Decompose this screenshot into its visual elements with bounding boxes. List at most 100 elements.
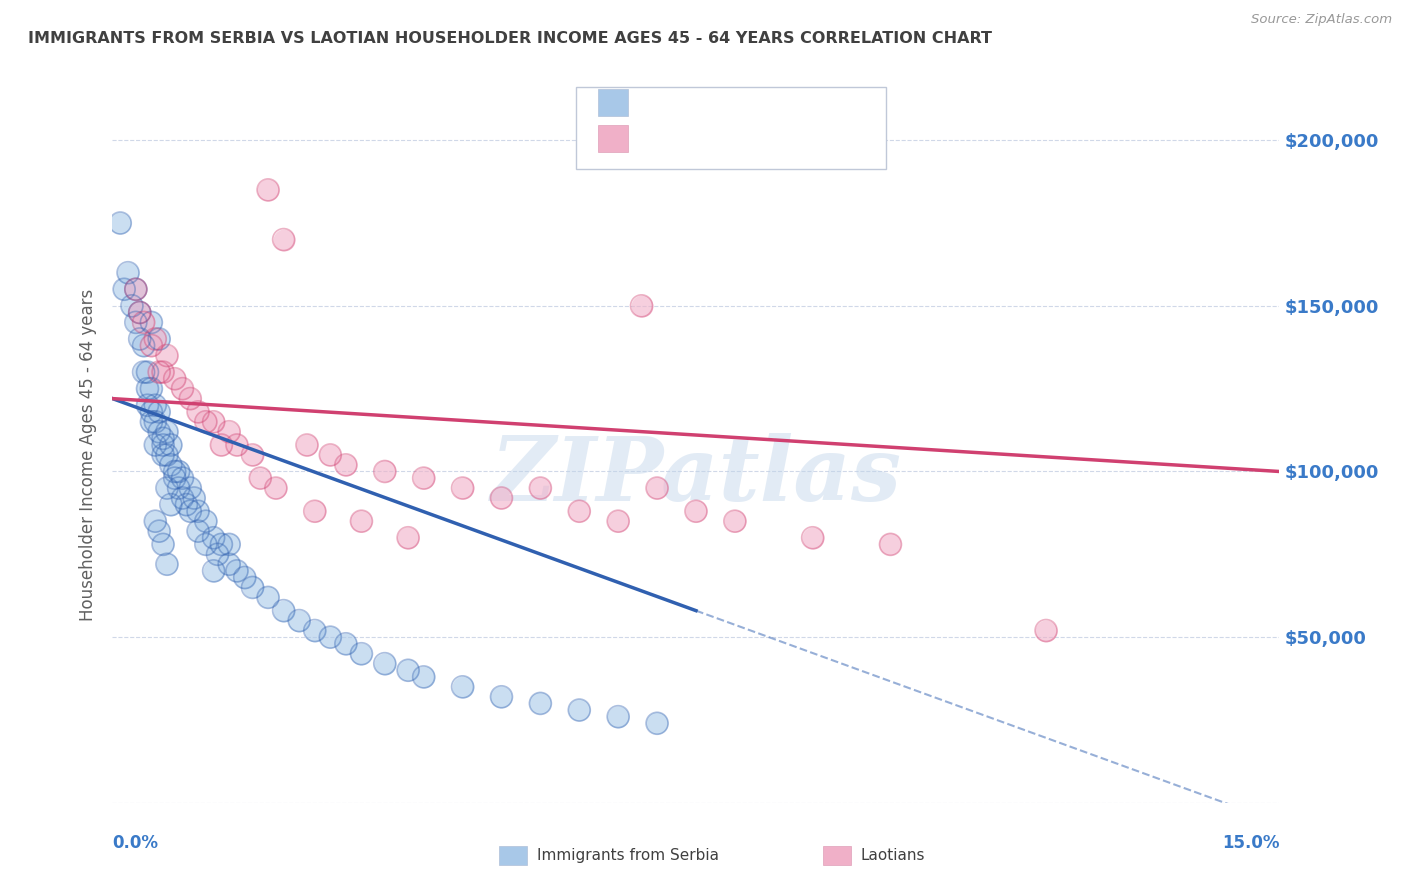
Point [194, 415, 217, 429]
Point [132, 315, 155, 329]
Point [172, 382, 194, 396]
Point [132, 365, 155, 379]
Point [630, 299, 652, 313]
Point [319, 448, 342, 462]
Point [273, 233, 295, 247]
Point [160, 498, 183, 512]
Point [879, 537, 901, 551]
Text: N =: N = [758, 130, 794, 148]
Point [242, 448, 264, 462]
Point [226, 564, 249, 578]
Point [350, 647, 373, 661]
Point [319, 448, 342, 462]
Point [152, 438, 174, 452]
Point [264, 481, 287, 495]
Point [645, 716, 668, 731]
Point [136, 382, 159, 396]
Point [141, 382, 163, 396]
Point [194, 537, 217, 551]
Point [187, 504, 209, 518]
Text: -0.388: -0.388 [673, 95, 727, 112]
Point [148, 405, 170, 419]
Point [112, 282, 135, 296]
Point [132, 365, 155, 379]
Point [491, 690, 513, 704]
Point [125, 282, 148, 296]
Point [132, 338, 155, 352]
Point [141, 415, 163, 429]
Point [295, 438, 318, 452]
Point [136, 365, 159, 379]
Point [202, 564, 225, 578]
Point [529, 697, 551, 711]
Point [128, 305, 150, 319]
Point [148, 524, 170, 538]
Point [257, 591, 280, 605]
Text: Laotians: Laotians [860, 848, 925, 863]
Point [879, 537, 901, 551]
Point [152, 431, 174, 445]
Point [202, 531, 225, 545]
Point [167, 465, 190, 479]
Point [136, 398, 159, 412]
Point [128, 305, 150, 319]
Point [141, 338, 163, 352]
Point [335, 458, 357, 472]
Point [645, 716, 668, 731]
Point [412, 670, 434, 684]
Point [141, 405, 163, 419]
Point [136, 365, 159, 379]
Point [167, 465, 190, 479]
Point [172, 491, 194, 505]
Text: IMMIGRANTS FROM SERBIA VS LAOTIAN HOUSEHOLDER INCOME AGES 45 - 64 YEARS CORRELAT: IMMIGRANTS FROM SERBIA VS LAOTIAN HOUSEH… [28, 31, 993, 46]
Point [207, 547, 229, 561]
Point [143, 438, 166, 452]
Point [179, 481, 201, 495]
Point [148, 332, 170, 346]
Point [156, 448, 179, 462]
Point [128, 305, 150, 319]
Point [288, 614, 311, 628]
Point [202, 564, 225, 578]
Point [163, 465, 186, 479]
Point [335, 637, 357, 651]
Point [645, 481, 668, 495]
Point [172, 382, 194, 396]
Point [350, 647, 373, 661]
Point [218, 537, 240, 551]
Point [1035, 624, 1057, 638]
Text: 15.0%: 15.0% [1222, 834, 1279, 852]
Point [179, 392, 201, 406]
Point [152, 365, 174, 379]
Point [148, 365, 170, 379]
Point [242, 581, 264, 595]
Point [396, 531, 419, 545]
Point [143, 332, 166, 346]
Point [143, 332, 166, 346]
Point [152, 431, 174, 445]
Point [160, 498, 183, 512]
Point [163, 465, 186, 479]
Point [194, 415, 217, 429]
Point [152, 438, 174, 452]
Point [396, 663, 419, 677]
Point [125, 315, 148, 329]
Point [412, 471, 434, 485]
Point [172, 491, 194, 505]
Point [209, 537, 232, 551]
Point [273, 604, 295, 618]
Point [143, 398, 166, 412]
Point [187, 405, 209, 419]
Point [257, 183, 280, 197]
Point [491, 690, 513, 704]
Point [141, 382, 163, 396]
Point [350, 514, 373, 528]
Point [202, 415, 225, 429]
Point [156, 448, 179, 462]
Text: -0.106: -0.106 [673, 130, 727, 148]
Point [132, 338, 155, 352]
Point [187, 504, 209, 518]
Point [249, 471, 271, 485]
Point [209, 438, 232, 452]
Point [160, 438, 183, 452]
